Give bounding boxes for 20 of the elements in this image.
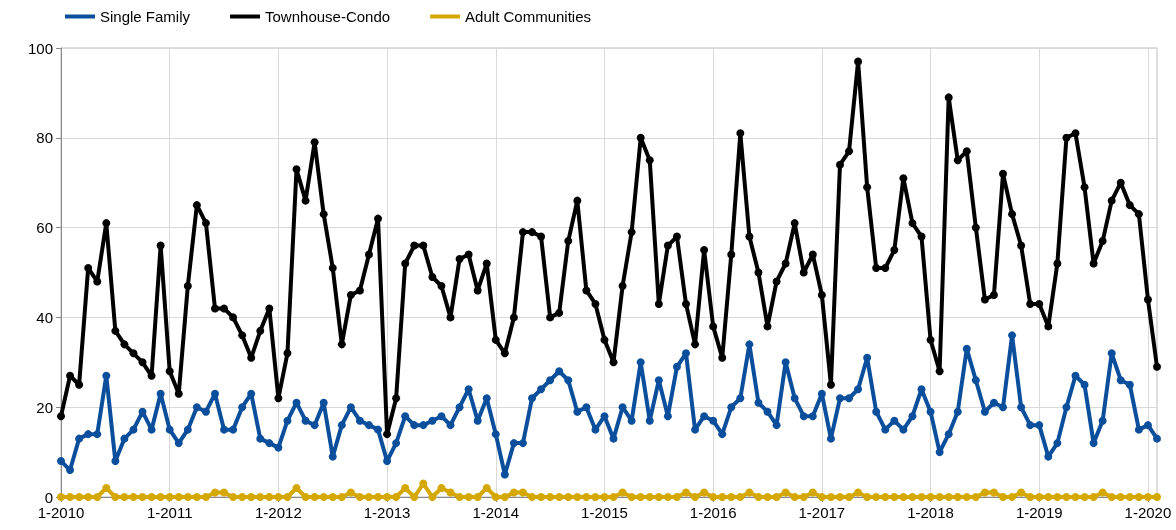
y-tick-label: 60 — [36, 219, 53, 237]
legend-label: Adult Communities — [465, 8, 591, 25]
y-tick-label: 100 — [27, 39, 53, 57]
y-tick-label: 80 — [36, 129, 53, 147]
y-tick-label: 20 — [36, 398, 53, 416]
x-tick-label: 1-2012 — [255, 504, 302, 521]
x-tick-label: 1-2018 — [907, 504, 954, 521]
x-tick-label: 1-2013 — [363, 504, 411, 521]
x-tick-label: 1-2020 — [1124, 504, 1172, 521]
legend-label: Townhouse-Condo — [265, 8, 391, 25]
x-tick-label: 1-2015 — [581, 504, 628, 521]
x-tick-label: 1-2019 — [1015, 504, 1063, 521]
x-tick-label: 1-2014 — [472, 504, 520, 521]
y-tick-label: 40 — [36, 308, 53, 326]
x-tick-label: 1-2016 — [689, 504, 737, 521]
x-tick-label: 1-2017 — [798, 504, 846, 521]
y-tick-label: 0 — [44, 488, 53, 506]
legend-label: Single Family — [100, 8, 191, 25]
x-tick-label: 1-2011 — [146, 504, 193, 521]
x-tick-label: 1-2010 — [37, 504, 85, 521]
